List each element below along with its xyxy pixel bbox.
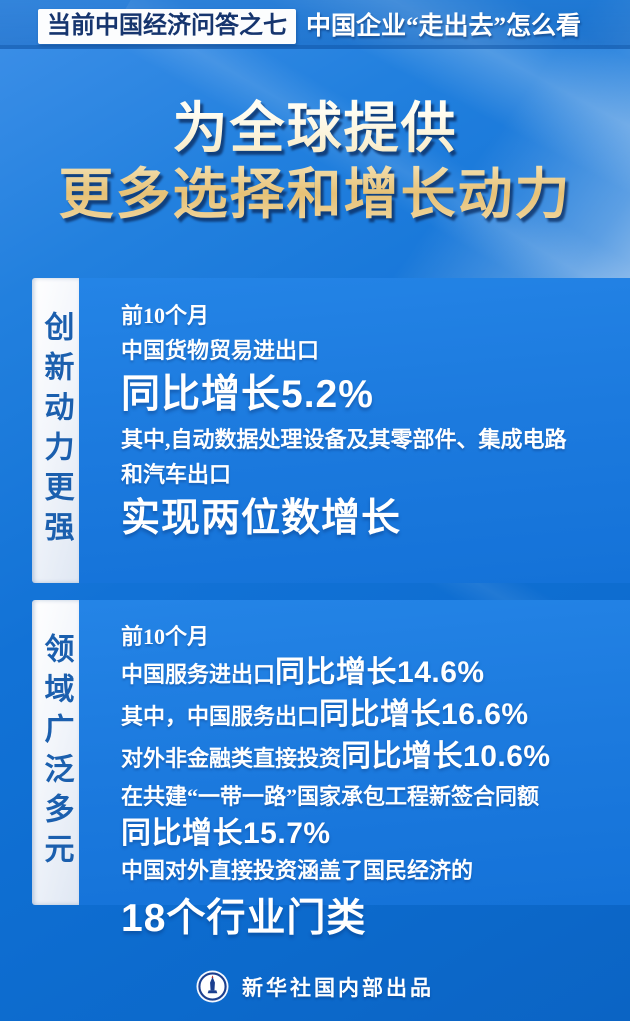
stat-line: 对外非金融类直接投资同比增长10.6% [121,738,622,780]
stat-label: 中国服务进出口 [121,662,276,687]
publisher-credit: 新华社国内部出品 [242,975,434,1000]
stat-line: 中国对外直接投资涵盖了国民经济的 [121,858,474,883]
card-innovation-label: 创新动力更强 [32,278,79,583]
main-title-line1: 为全球提供 [172,98,458,159]
card-diversity: 领域广泛多元 前10个月 中国服务进出口同比增长14.6% 其中，中国服务出口同… [32,600,630,940]
stat-value: 同比增长14.6% [275,656,485,689]
card-innovation-body: 前10个月 中国货物贸易进出口 同比增长5.2% 其中,自动数据处理设备及其零部… [79,278,630,583]
episode-title: 中国企业“走出去”怎么看 [306,13,582,40]
stat-value: 同比增长16.6% [319,698,529,731]
stat-line: 中国货物贸易进出口 [121,338,320,363]
stat-line: 和汽车出口 [121,462,232,487]
main-title-line2: 更多选择和增长动力 [58,164,572,225]
stat-line: 前10个月 [121,303,210,328]
header: 当前中国经济问答之七 中国企业“走出去”怎么看 [38,9,581,44]
stat-highlight: 同比增长5.2% [121,373,374,416]
stat-label: 其中，中国服务出口 [121,704,320,729]
series-badge: 当前中国经济问答之七 [38,9,296,44]
card-innovation-label-text: 创新动力更强 [39,310,73,551]
stat-line: 其中，中国服务出口同比增长16.6% [121,696,622,738]
stat-line: 在共建“一带一路”国家承包工程新签合同额 [121,784,540,809]
card-innovation: 创新动力更强 前10个月 中国货物贸易进出口 同比增长5.2% 其中,自动数据处… [32,278,630,583]
stat-label: 对外非金融类直接投资 [121,746,342,771]
xinhua-logo-icon [196,970,229,1003]
stat-highlight: 18个行业门类 [121,897,367,940]
stat-line: 其中,自动数据处理设备及其零部件、集成电路 [121,427,567,452]
stat-line: 前10个月 [121,624,210,649]
footer: 新华社国内部出品 [0,970,630,1003]
stat-highlight: 实现两位数增长 [121,497,402,540]
stat-value: 同比增长15.7% [121,817,331,850]
main-title: 为全球提供 更多选择和增长动力 [0,96,630,228]
stat-value: 同比增长10.6% [341,740,551,773]
card-diversity-body: 前10个月 中国服务进出口同比增长14.6% 其中，中国服务出口同比增长16.6… [79,600,630,940]
card-diversity-label-text: 领域广泛多元 [39,632,73,873]
stat-line: 中国服务进出口同比增长14.6% [121,654,622,696]
card-diversity-label: 领域广泛多元 [32,600,79,905]
